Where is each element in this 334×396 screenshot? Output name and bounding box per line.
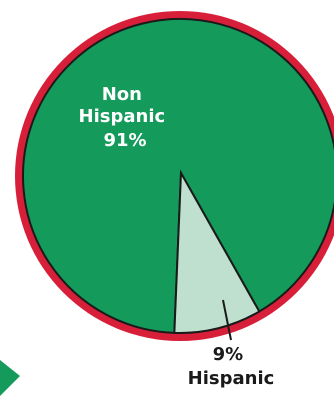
slice-label-non-hispanic-line1: Non (102, 84, 142, 105)
slice-label-hispanic-line2: Hispanic (188, 368, 275, 389)
hispanic-leader-line (222, 299, 232, 341)
slice-non-hispanic (22, 18, 334, 334)
slice-label-hispanic: 9% Hispanic (188, 344, 275, 389)
slice-label-non-hispanic-line2: Hispanic (79, 106, 166, 127)
slice-hispanic (173, 169, 261, 334)
corner-accent (0, 360, 20, 396)
slice-label-hispanic-line1: 9% (213, 344, 244, 365)
slice-label-non-hispanic-line3: 91% (103, 130, 146, 151)
slice-label-non-hispanic: Non Hispanic 91% (79, 84, 172, 151)
